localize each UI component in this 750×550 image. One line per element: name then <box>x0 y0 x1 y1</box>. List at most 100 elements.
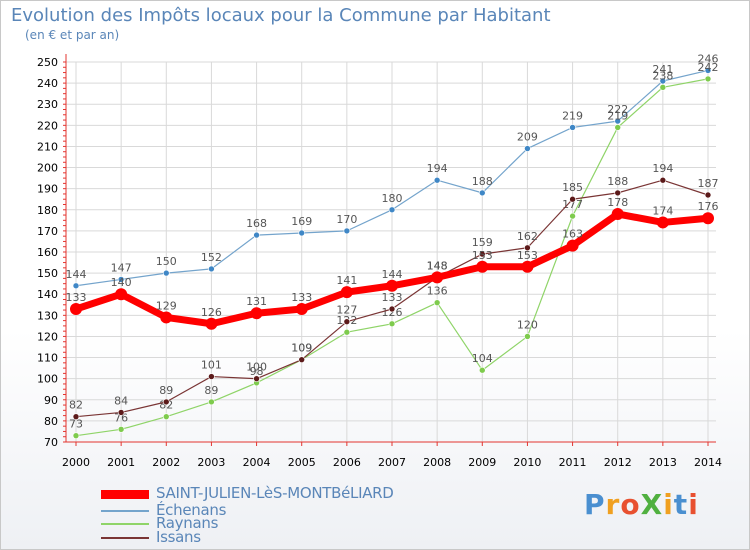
data-point--chenans-2000 <box>72 282 80 290</box>
data-label-saint-julien-l-s-montb-liard-2008: 148 <box>427 259 448 272</box>
data-label-raynans-2012: 219 <box>607 109 628 122</box>
data-label-issans-2011: 185 <box>562 181 583 194</box>
data-label--chenans-2014: 246 <box>698 52 719 65</box>
data-label-saint-julien-l-s-montb-liard-2001: 140 <box>111 276 132 289</box>
data-point-raynans-2008 <box>433 299 441 306</box>
data-point-saint-julien-l-s-montb-liard-2007 <box>386 279 398 292</box>
data-label--chenans-2007: 180 <box>382 192 403 205</box>
data-point--chenans-2007 <box>388 206 396 214</box>
x-tick-label-2001: 2001 <box>107 456 135 469</box>
data-point-issans-2004 <box>253 375 260 382</box>
data-point-saint-julien-l-s-montb-liard-2005 <box>295 303 308 315</box>
data-label-issans-2002: 89 <box>159 384 173 397</box>
data-label-issans-2013: 194 <box>652 162 673 175</box>
data-point-issans-2003 <box>208 373 215 380</box>
data-point-saint-julien-l-s-montb-liard-2013 <box>656 216 669 229</box>
chart-title: Evolution des Impôts locaux pour la Comm… <box>11 5 551 26</box>
data-label-issans-2012: 188 <box>607 175 628 188</box>
data-point--chenans-2001 <box>117 276 125 283</box>
data-point--chenans-2006 <box>343 227 351 235</box>
data-label-raynans-2000: 73 <box>69 418 83 431</box>
chart-subtitle: (en € et par an) <box>25 28 120 42</box>
data-label--chenans-2001: 147 <box>111 261 132 274</box>
data-label-raynans-2004: 98 <box>250 365 264 378</box>
data-point--chenans-2009 <box>478 189 486 197</box>
data-point-raynans-2006 <box>343 328 351 336</box>
data-label-saint-julien-l-s-montb-liard-2007: 144 <box>382 268 403 281</box>
y-tick-label-80: 80 <box>44 415 58 428</box>
x-tick-label-2006: 2006 <box>333 456 361 469</box>
y-tick-label-150: 150 <box>37 267 58 280</box>
y-tick-label-100: 100 <box>37 373 58 386</box>
data-label-issans-2007: 133 <box>382 291 403 304</box>
data-point-saint-julien-l-s-montb-liard-2006 <box>340 286 353 299</box>
data-label-saint-julien-l-s-montb-liard-2012: 178 <box>607 196 628 209</box>
data-point-saint-julien-l-s-montb-liard-2004 <box>250 307 263 320</box>
data-point-issans-2011 <box>569 195 576 203</box>
data-label-issans-2005: 109 <box>291 342 312 355</box>
y-tick-label-110: 110 <box>37 352 58 365</box>
y-tick-label-220: 220 <box>37 119 58 132</box>
y-tick-label-90: 90 <box>44 394 58 407</box>
x-tick-label-2007: 2007 <box>378 456 406 469</box>
x-tick-label-2002: 2002 <box>152 456 180 469</box>
data-point-issans-2005 <box>298 356 306 363</box>
data-point--chenans-2013 <box>659 77 667 85</box>
x-tick-label-2005: 2005 <box>288 456 316 469</box>
data-label-issans-2009: 159 <box>472 236 493 249</box>
x-tick-label-2009: 2009 <box>468 456 496 469</box>
y-tick-label-180: 180 <box>37 204 58 217</box>
x-tick-label-2000: 2000 <box>62 456 90 469</box>
logo-letter: i <box>663 488 674 521</box>
data-point-issans-2007 <box>388 305 396 313</box>
y-tick-label-120: 120 <box>37 330 58 343</box>
data-label-issans-2004: 100 <box>246 361 267 374</box>
data-label-raynans-2014: 242 <box>698 61 719 74</box>
data-point--chenans-2004 <box>253 231 260 239</box>
data-label-saint-julien-l-s-montb-liard-2006: 141 <box>336 274 357 287</box>
data-point-issans-2006 <box>343 318 351 325</box>
data-label-saint-julien-l-s-montb-liard-2011: 163 <box>562 228 583 241</box>
data-label-issans-2006: 127 <box>336 304 357 317</box>
logo-letter: t <box>673 488 689 521</box>
data-label-raynans-2011: 177 <box>562 198 583 211</box>
y-tick-label-240: 240 <box>37 77 58 90</box>
y-tick-label-200: 200 <box>37 162 58 175</box>
data-label--chenans-2003: 152 <box>201 251 222 264</box>
data-label--chenans-2002: 150 <box>156 255 177 268</box>
data-label--chenans-2000: 144 <box>66 268 87 281</box>
data-label-saint-julien-l-s-montb-liard-2009: 153 <box>472 249 493 262</box>
data-label-raynans-2013: 238 <box>652 69 673 82</box>
data-label-raynans-2010: 120 <box>517 318 538 331</box>
logo-letter: i <box>688 488 699 521</box>
data-point-saint-julien-l-s-montb-liard-2003 <box>205 317 218 330</box>
y-tick-label-230: 230 <box>37 98 58 111</box>
data-label-raynans-2009: 104 <box>472 352 493 365</box>
data-label-issans-2010: 162 <box>517 230 538 243</box>
data-point-raynans-2013 <box>659 84 667 91</box>
data-label--chenans-2010: 209 <box>517 131 538 144</box>
x-tick-label-2011: 2011 <box>559 456 587 469</box>
data-point-issans-2012 <box>614 189 622 197</box>
data-label--chenans-2012: 222 <box>607 103 628 116</box>
data-point-issans-2010 <box>524 244 531 252</box>
data-label--chenans-2011: 219 <box>562 109 583 122</box>
x-tick-label-2012: 2012 <box>604 456 632 469</box>
y-tick-label-190: 190 <box>37 183 58 196</box>
data-label-saint-julien-l-s-montb-liard-2002: 129 <box>156 299 177 312</box>
logo-letter: P <box>584 488 606 521</box>
data-label--chenans-2006: 170 <box>336 213 357 226</box>
data-label-saint-julien-l-s-montb-liard-2003: 126 <box>201 306 222 319</box>
data-label-raynans-2005: 109 <box>291 342 312 355</box>
legend-label-issans: Issans <box>156 528 201 546</box>
y-tick-label-140: 140 <box>37 288 58 301</box>
data-label-saint-julien-l-s-montb-liard-2010: 153 <box>517 249 538 262</box>
data-label--chenans-2013: 241 <box>652 63 673 76</box>
data-point-raynans-2011 <box>569 212 576 220</box>
data-point-issans-2001 <box>117 409 125 416</box>
data-label-raynans-2003: 89 <box>204 384 218 397</box>
legend-swatch-echenans <box>101 510 149 512</box>
x-tick-label-2003: 2003 <box>197 456 225 469</box>
